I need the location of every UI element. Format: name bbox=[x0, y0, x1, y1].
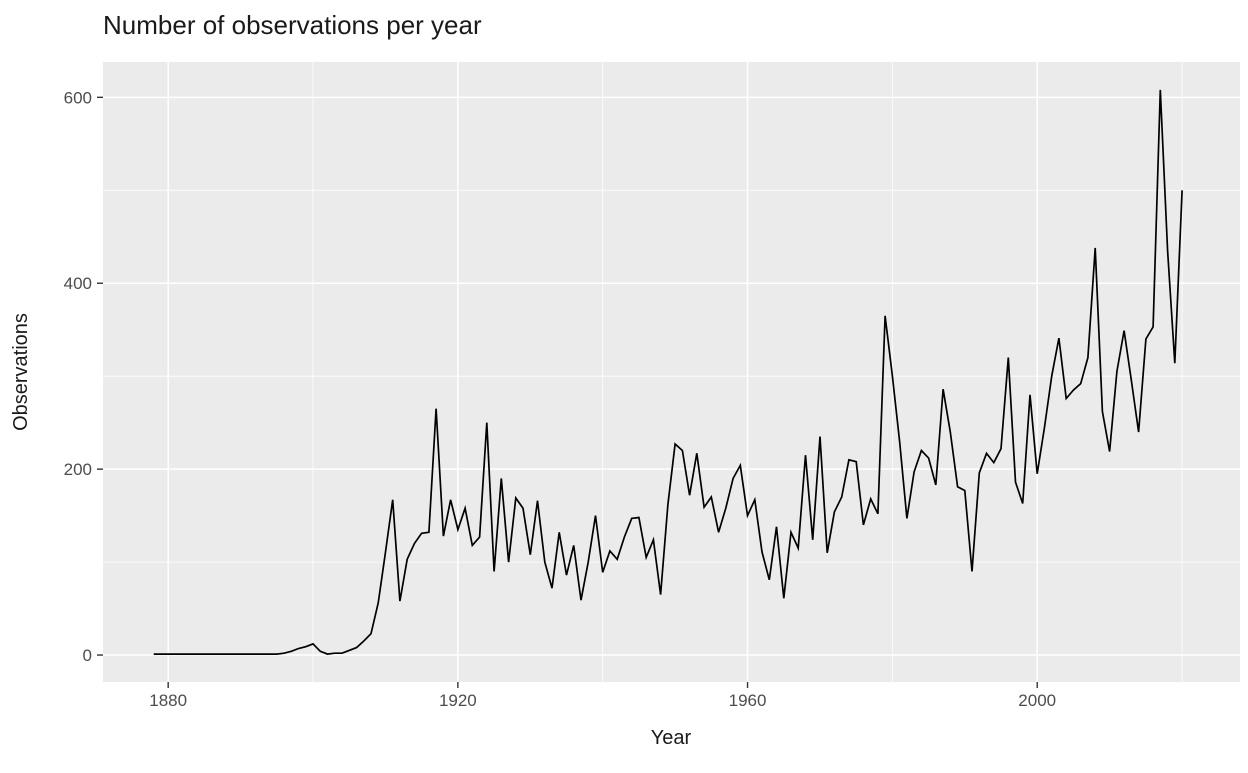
y-axis-title: Observations bbox=[10, 313, 32, 431]
x-axis-title: Year bbox=[651, 727, 692, 749]
y-axis: 0 200 400 600 bbox=[64, 88, 103, 665]
x-tick-label: 1880 bbox=[149, 691, 187, 710]
y-tick-label: 400 bbox=[64, 274, 92, 293]
y-tick-label: 600 bbox=[64, 88, 92, 107]
chart-title: Number of observations per year bbox=[103, 10, 482, 40]
x-axis: 1880 1920 1960 2000 bbox=[149, 682, 1056, 710]
y-tick-label: 0 bbox=[83, 646, 92, 665]
x-tick-label: 1960 bbox=[729, 691, 767, 710]
plot-panel bbox=[103, 62, 1240, 682]
x-tick-label: 1920 bbox=[439, 691, 477, 710]
x-tick-label: 2000 bbox=[1018, 691, 1056, 710]
data-series-line bbox=[153, 89, 1183, 655]
y-tick-label: 200 bbox=[64, 460, 92, 479]
